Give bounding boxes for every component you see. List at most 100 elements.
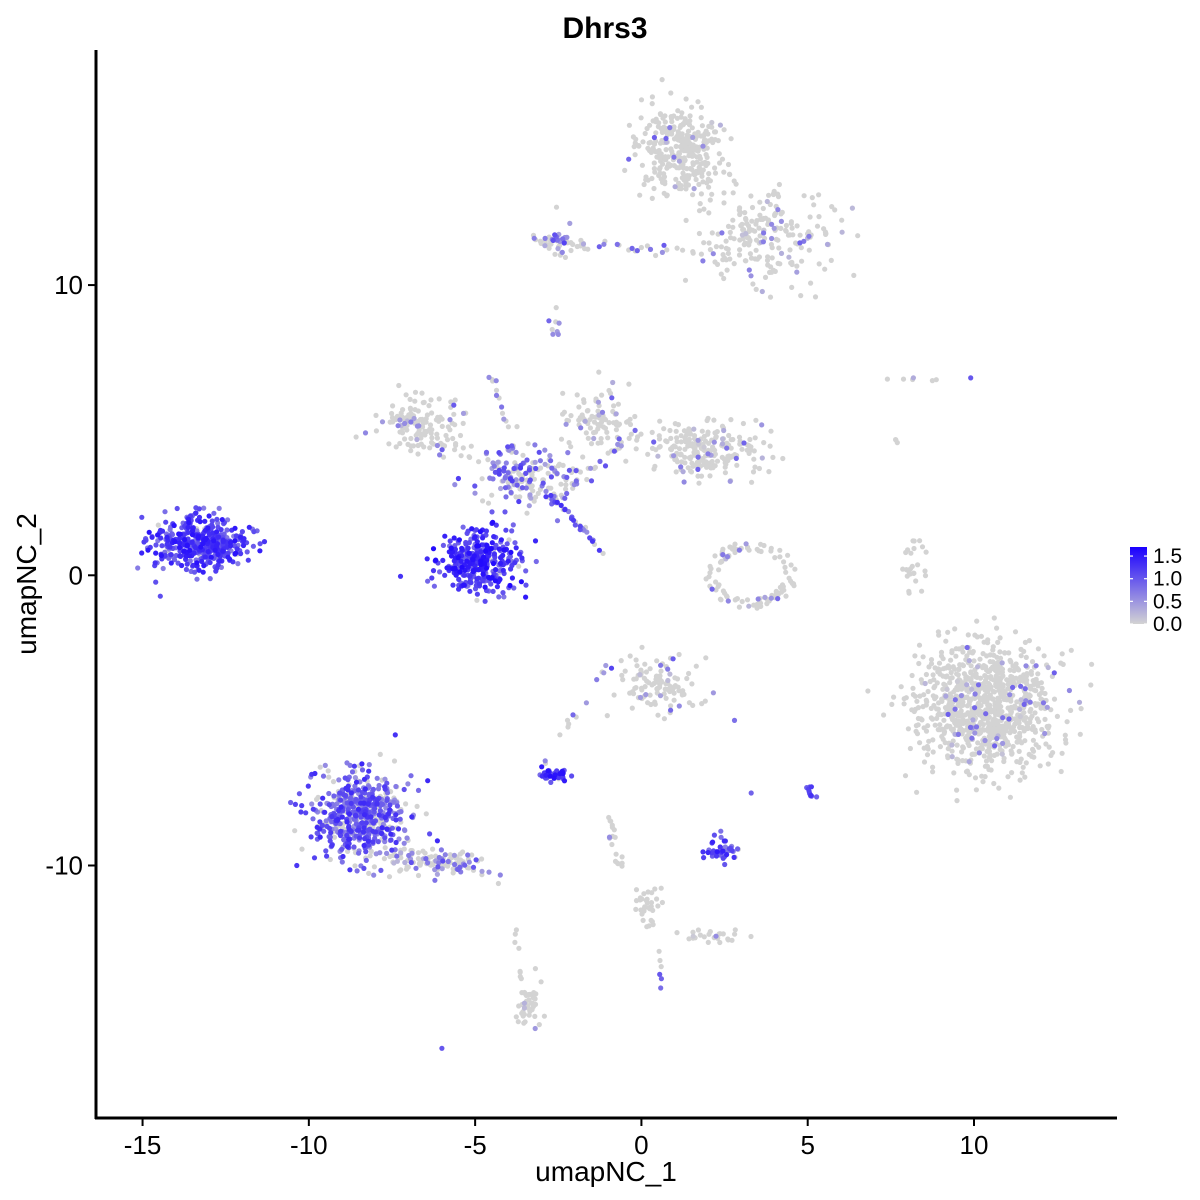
cell-point [1021, 728, 1027, 734]
cell-point [717, 844, 723, 850]
cell-point [397, 573, 404, 579]
cell-point [390, 403, 396, 409]
cell-point [695, 99, 701, 105]
cell-point [602, 463, 609, 469]
cell-point [684, 429, 690, 435]
cell-point [1008, 673, 1014, 680]
cell-point [751, 456, 757, 462]
cell-point [782, 564, 788, 571]
cell-point [493, 392, 500, 398]
cell-point [1021, 717, 1027, 723]
cell-point [336, 777, 342, 783]
cell-point [701, 444, 707, 450]
cell-point [649, 445, 656, 451]
cell-point [214, 529, 220, 535]
cell-point [676, 158, 683, 164]
cell-point [345, 844, 351, 850]
cell-point [604, 429, 610, 435]
cell-point [727, 171, 733, 178]
cell-point [1036, 692, 1042, 698]
cell-point [679, 131, 685, 137]
cell-point [480, 571, 486, 577]
cell-point [971, 751, 977, 757]
cell-point [598, 436, 604, 442]
cell-point [786, 254, 792, 260]
cell-point [480, 535, 486, 541]
cell-point [635, 434, 641, 440]
cell-point [505, 558, 511, 564]
cell-point [1037, 763, 1043, 769]
cell-point [1060, 661, 1066, 668]
cell-point [533, 465, 539, 472]
cell-point [746, 547, 752, 553]
cell-point [371, 820, 377, 826]
cell-point [901, 701, 907, 707]
cell-point [828, 257, 834, 263]
cell-point [730, 217, 736, 223]
cell-point [922, 680, 928, 687]
cell-point [963, 677, 969, 683]
cell-point [699, 428, 705, 434]
cell-point [1039, 685, 1045, 692]
cell-point [511, 585, 517, 591]
cell-point [463, 541, 469, 547]
cell-point [168, 560, 174, 566]
cell-point [373, 412, 379, 418]
cell-point [479, 868, 485, 874]
cell-point [549, 326, 555, 333]
cell-point [516, 563, 522, 569]
cell-point [973, 724, 980, 730]
cell-point [992, 743, 998, 749]
cell-point [996, 707, 1002, 714]
cell-point [512, 931, 518, 937]
cell-point [595, 440, 601, 446]
cell-point [491, 551, 497, 557]
cell-point [196, 567, 202, 573]
cell-point [484, 542, 490, 549]
cell-point [633, 887, 640, 893]
cell-point [668, 707, 674, 713]
cell-point [565, 450, 571, 456]
cell-point [394, 858, 400, 864]
cell-point [501, 547, 507, 553]
cell-point [657, 418, 663, 424]
cell-point [956, 718, 962, 724]
cell-point [370, 786, 376, 793]
cell-point [676, 651, 682, 658]
cell-point [734, 462, 740, 468]
cell-point [532, 996, 538, 1002]
cell-point [811, 202, 817, 208]
cell-point [1014, 759, 1020, 765]
cell-point [765, 221, 771, 227]
cell-point [314, 824, 320, 830]
cell-point [555, 463, 562, 469]
cell-point [466, 550, 472, 556]
cell-point [359, 820, 365, 826]
cell-point [645, 451, 651, 457]
cell-point [935, 629, 942, 635]
cell-point [561, 409, 568, 415]
cell-point [778, 589, 785, 595]
cell-point [472, 490, 478, 496]
cell-point [816, 261, 822, 267]
cell-point [339, 814, 345, 820]
cell-point [995, 639, 1001, 646]
cell-point [439, 1045, 445, 1051]
cell-point [943, 693, 949, 699]
cell-point [341, 837, 347, 843]
cell-point [613, 427, 620, 433]
cell-point [207, 576, 213, 582]
cell-point [642, 661, 648, 667]
cell-point [532, 442, 538, 448]
cell-point [251, 529, 257, 535]
cell-point [682, 454, 688, 460]
cell-point [710, 251, 716, 257]
cell-point [982, 679, 989, 685]
cell-point [361, 800, 367, 806]
cell-point [687, 166, 693, 172]
cell-point [542, 235, 548, 241]
cell-point [499, 410, 506, 416]
cell-point [967, 724, 974, 731]
cell-point [773, 589, 780, 595]
cell-point [991, 780, 997, 787]
